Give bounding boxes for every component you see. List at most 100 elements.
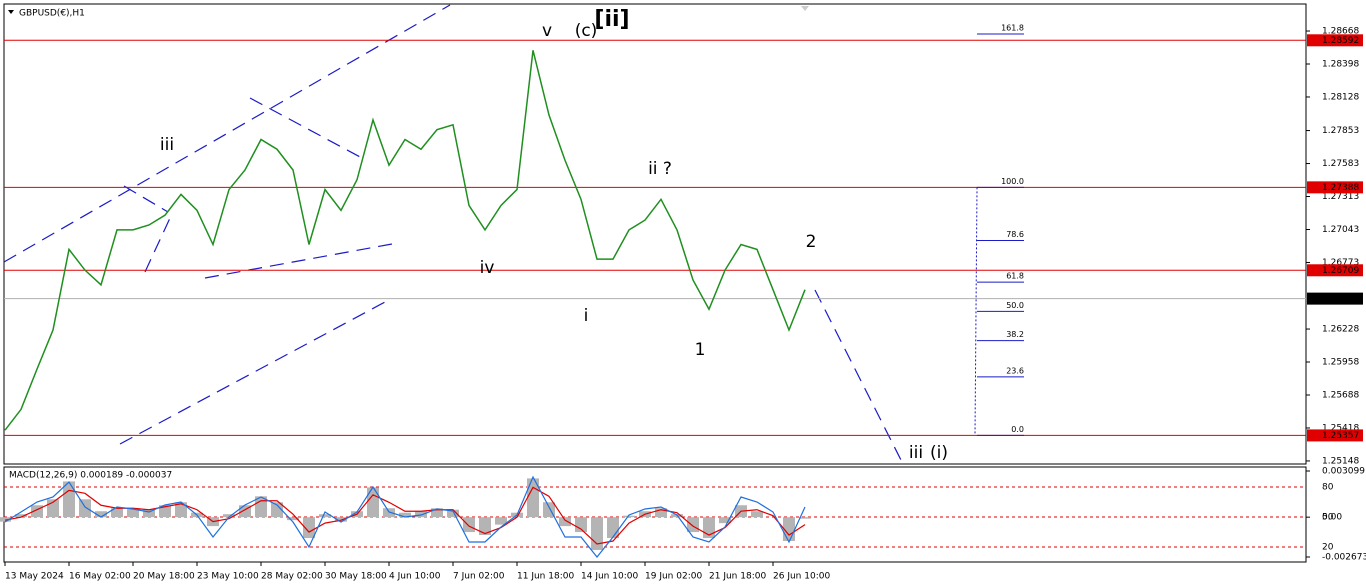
macd-bar bbox=[223, 514, 235, 518]
price-panel bbox=[3, 3, 1307, 465]
x-tick-label: 21 Jun 18:00 bbox=[709, 572, 766, 582]
wave-label: ii ? bbox=[648, 159, 672, 179]
macd-bar bbox=[15, 514, 27, 518]
macd-bar bbox=[0, 517, 11, 522]
price-label: 1.25357 bbox=[1322, 431, 1359, 441]
fib-axis bbox=[974, 187, 978, 436]
y-tick-label: 1.26228 bbox=[1322, 325, 1359, 335]
y2-tick-label: 80 bbox=[1322, 483, 1334, 493]
y2-tick-label: 20 bbox=[1322, 543, 1334, 553]
macd-bar bbox=[63, 481, 75, 518]
macd-line bbox=[4, 475, 806, 558]
x-tick-label: 26 Jun 10:00 bbox=[773, 572, 830, 582]
macd-bar bbox=[399, 512, 411, 518]
macd-bar bbox=[383, 508, 395, 518]
price-label: 1.28592 bbox=[1322, 36, 1359, 46]
macd-bar bbox=[799, 517, 811, 519]
macd-bar bbox=[159, 505, 171, 518]
x-tick-label: 20 May 18:00 bbox=[133, 572, 195, 582]
macd-bar bbox=[127, 508, 139, 518]
macd-bar bbox=[607, 517, 619, 539]
y2-tick-label: 50 bbox=[1322, 513, 1334, 523]
fib-label: 61.8 bbox=[1006, 272, 1024, 281]
trendlines bbox=[3, 4, 903, 463]
wave-label: iii bbox=[909, 443, 923, 463]
macd-bar bbox=[367, 487, 379, 518]
y-tick-label: 1.27583 bbox=[1322, 159, 1359, 169]
wave-label: 1 bbox=[695, 340, 706, 360]
x-tick-label: 23 May 10:00 bbox=[197, 572, 259, 582]
x-tick-label: 4 Jun 10:00 bbox=[389, 572, 441, 582]
price-label: 1.26477 bbox=[1322, 294, 1359, 304]
macd-bar bbox=[239, 505, 251, 518]
wave-label: v bbox=[542, 21, 552, 41]
price-label-box bbox=[1307, 264, 1363, 277]
macd-bar bbox=[479, 517, 491, 536]
fib-label: 161.8 bbox=[1001, 24, 1024, 33]
macd-bar bbox=[143, 509, 155, 518]
shift-marker bbox=[801, 6, 809, 11]
macd-bar bbox=[447, 509, 459, 518]
price-label-box bbox=[1307, 34, 1363, 47]
fib-label: 50.0 bbox=[1006, 301, 1024, 310]
x-tick-label: 16 May 02:00 bbox=[69, 572, 131, 582]
x-tick-label: 7 Jun 02:00 bbox=[453, 572, 505, 582]
y-tick-label: 1.25418 bbox=[1322, 423, 1359, 433]
macd-bar bbox=[719, 517, 731, 524]
price-line-series bbox=[4, 50, 806, 431]
fib-label: 100.0 bbox=[1001, 177, 1024, 186]
macd-bar bbox=[559, 517, 571, 527]
y-tick-label: 1.28668 bbox=[1322, 27, 1359, 37]
macd-bar bbox=[319, 514, 331, 518]
macd-bar bbox=[751, 511, 763, 518]
macd-bar bbox=[463, 517, 475, 533]
macd-bar bbox=[655, 508, 667, 518]
y-tick-label: 1.28398 bbox=[1322, 59, 1359, 69]
x-tick-label: 28 May 02:00 bbox=[261, 572, 323, 582]
macd-bar bbox=[95, 511, 107, 518]
wave-label: (i) bbox=[930, 443, 948, 463]
macd-bar bbox=[79, 499, 91, 518]
price-label: 1.27388 bbox=[1322, 183, 1359, 193]
x-tick-label: 30 May 18:00 bbox=[325, 572, 387, 582]
chart-title: GBPUSD(€),H1 bbox=[19, 9, 85, 19]
y-tick-label: 1.27853 bbox=[1322, 126, 1359, 136]
x-tick-label: 14 Jun 10:00 bbox=[581, 572, 638, 582]
y-tick-label: 1.26773 bbox=[1322, 258, 1359, 268]
wave-label: iii bbox=[160, 135, 174, 155]
macd-bar bbox=[623, 515, 635, 518]
macd-bar bbox=[335, 517, 347, 522]
price-label-box bbox=[1307, 292, 1363, 305]
y-tick-label: -0.002673 bbox=[1322, 553, 1366, 563]
macd-bar bbox=[175, 502, 187, 518]
wave-label: iv bbox=[480, 258, 495, 278]
macd-bar bbox=[687, 517, 699, 533]
macd-bar bbox=[431, 508, 443, 518]
macd-bar bbox=[527, 478, 539, 518]
y-tick-label: 0.00 bbox=[1322, 513, 1342, 523]
menu-arrow bbox=[8, 10, 14, 14]
price-label-box bbox=[1307, 429, 1363, 442]
y-tick-label: 1.25148 bbox=[1322, 456, 1359, 466]
macd-bar bbox=[495, 517, 507, 525]
macd-bar bbox=[415, 511, 427, 518]
y-tick-label: 1.28128 bbox=[1322, 92, 1359, 102]
macd-bar bbox=[111, 508, 123, 518]
y-tick-label: 1.27043 bbox=[1322, 225, 1359, 235]
y-tick-label: 1.27313 bbox=[1322, 192, 1359, 202]
macd-bar bbox=[287, 517, 299, 521]
macd-bar bbox=[303, 517, 315, 539]
fib-label: 23.6 bbox=[1006, 366, 1024, 375]
x-tick-label: 11 Jun 18:00 bbox=[517, 572, 574, 582]
wave-label: (c) bbox=[575, 21, 598, 41]
fib-label: 38.2 bbox=[1006, 330, 1024, 339]
y-tick-label: 1.25958 bbox=[1322, 358, 1359, 368]
price-label-box bbox=[1307, 181, 1363, 194]
wave-label: 2 bbox=[806, 232, 817, 252]
y-tick-label: 0.003099 bbox=[1322, 467, 1365, 477]
macd-bar bbox=[255, 496, 267, 518]
macd-bar bbox=[31, 505, 43, 518]
macd-bar bbox=[591, 517, 603, 550]
fib-label: 78.6 bbox=[1006, 230, 1024, 239]
